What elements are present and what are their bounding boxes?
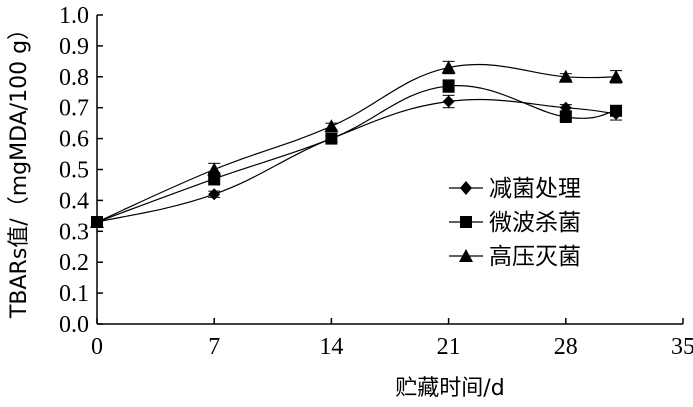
series-1 bbox=[91, 79, 623, 229]
legend-label-1: 微波杀菌 bbox=[489, 210, 581, 236]
series-0 bbox=[91, 94, 623, 229]
data-point-square bbox=[442, 80, 455, 93]
legend-marker-triangle bbox=[459, 249, 473, 262]
legend-item-0: 减菌处理 bbox=[449, 176, 581, 202]
x-tick-label: 28 bbox=[554, 334, 578, 360]
data-point-triangle bbox=[207, 162, 222, 176]
series-layer bbox=[90, 60, 624, 229]
legend: 减菌处理 微波杀菌 高压灭菌 bbox=[449, 176, 581, 270]
legend-item-1: 微波杀菌 bbox=[449, 210, 581, 236]
data-point-diamond bbox=[559, 101, 572, 114]
y-tick-label: 0.9 bbox=[59, 34, 89, 60]
y-tick-label: 0.5 bbox=[59, 158, 89, 184]
y-axis-title: TBARs值/（mgMDA/100 g） bbox=[7, 18, 32, 319]
x-tick-label: 0 bbox=[91, 334, 103, 360]
y-tick-label: 0.4 bbox=[59, 188, 89, 214]
x-tick-label: 7 bbox=[208, 334, 220, 360]
data-point-triangle bbox=[90, 215, 104, 229]
data-point-square bbox=[325, 132, 338, 145]
y-tick-label: 0.6 bbox=[59, 127, 89, 153]
y-tick-label: 0.0 bbox=[59, 312, 89, 338]
x-tick-label: 21 bbox=[437, 334, 461, 360]
data-point-triangle bbox=[441, 60, 456, 74]
legend-label-0: 减菌处理 bbox=[489, 176, 581, 202]
data-point-triangle bbox=[609, 69, 624, 83]
y-tick-label: 0.3 bbox=[59, 219, 89, 245]
series-line-0 bbox=[96, 98, 617, 223]
y-tick-label: 0.2 bbox=[59, 250, 89, 276]
data-point-square bbox=[559, 110, 572, 123]
data-point-triangle bbox=[558, 69, 573, 83]
y-tick-label: 1.0 bbox=[59, 3, 89, 29]
data-point-diamond bbox=[208, 188, 221, 201]
data-point-square bbox=[610, 104, 623, 117]
data-point-diamond bbox=[442, 95, 455, 108]
data-point-triangle bbox=[324, 119, 339, 133]
y-tick-label: 0.1 bbox=[59, 281, 89, 307]
legend-marker-diamond bbox=[460, 181, 472, 195]
legend-marker-square bbox=[460, 216, 472, 228]
x-tick-label: 35 bbox=[671, 334, 693, 360]
y-tick-label: 0.7 bbox=[59, 96, 89, 122]
ticks-layer: 0.0 0.1 0.2 0.3 0.4 0.5 0.6 0.7 0.8 0.9 1.0 0 7 14 21 2… bbox=[59, 3, 693, 360]
legend-item-2: 高压灭菌 bbox=[449, 244, 581, 270]
x-tick-label: 14 bbox=[319, 334, 343, 360]
x-axis-title: 贮藏时间/d bbox=[395, 376, 504, 401]
axes-layer bbox=[96, 15, 683, 325]
y-tick-label: 0.8 bbox=[59, 65, 89, 91]
legend-label-2: 高压灭菌 bbox=[489, 244, 581, 270]
series-2 bbox=[90, 60, 624, 229]
